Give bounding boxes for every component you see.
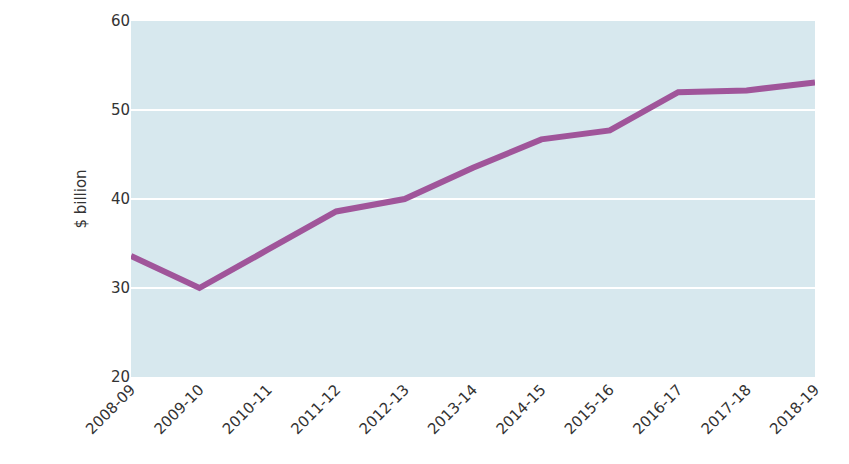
svg-text:60: 60 — [111, 12, 130, 30]
svg-text:2011-12: 2011-12 — [287, 381, 344, 438]
svg-text:2014-15: 2014-15 — [492, 381, 549, 438]
svg-text:30: 30 — [111, 279, 130, 297]
svg-text:2017-18: 2017-18 — [698, 381, 755, 438]
svg-text:2015-16: 2015-16 — [561, 381, 618, 438]
svg-text:40: 40 — [111, 190, 130, 208]
svg-text:2013-14: 2013-14 — [424, 381, 481, 438]
svg-text:2008-09: 2008-09 — [82, 381, 139, 438]
svg-text:50: 50 — [111, 101, 130, 119]
svg-text:2009-10: 2009-10 — [150, 381, 207, 438]
svg-text:2012-13: 2012-13 — [356, 381, 413, 438]
svg-text:2010-11: 2010-11 — [219, 381, 276, 438]
svg-text:$ billion: $ billion — [72, 169, 90, 228]
svg-text:2018-19: 2018-19 — [766, 381, 823, 438]
svg-text:20: 20 — [111, 368, 130, 386]
svg-text:2016-17: 2016-17 — [629, 381, 686, 438]
